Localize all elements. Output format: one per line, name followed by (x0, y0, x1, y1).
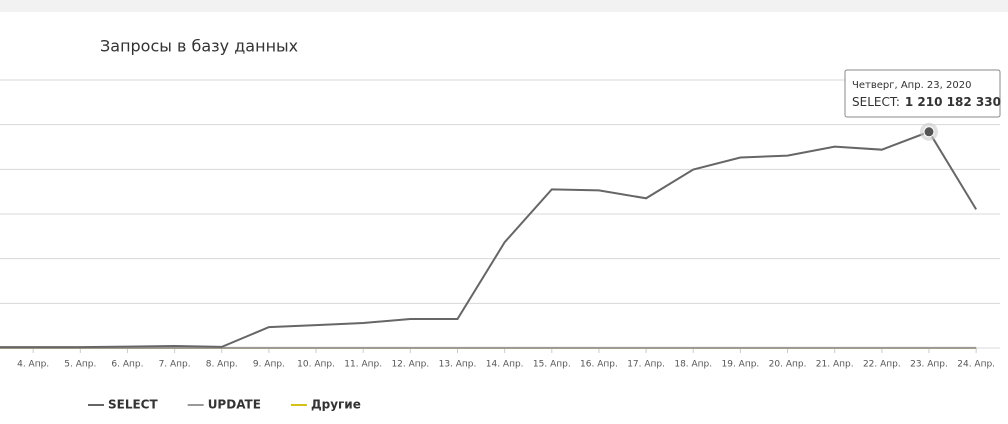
x-tick-label: 7. Апр. (159, 360, 191, 370)
x-tick-label: 22. Апр. (863, 360, 901, 370)
legend-label: Другие (311, 398, 361, 412)
hover-point (923, 126, 935, 138)
x-tick-label: 13. Апр. (439, 360, 477, 370)
legend-label: UPDATE (208, 398, 261, 412)
x-tick-label: 5. Апр. (64, 360, 96, 370)
x-tick-label: 15. Апр. (533, 360, 571, 370)
x-tick-label: 4. Апр. (17, 360, 49, 370)
tooltip-number: 1 210 182 330 (905, 95, 1001, 109)
x-tick-label: 11. Апр. (344, 360, 382, 370)
x-tick-label: 17. Апр. (627, 360, 665, 370)
x-tick-label: 19. Апр. (722, 360, 760, 370)
x-tick-label: 6. Апр. (111, 360, 143, 370)
x-tick-label: 16. Апр. (580, 360, 618, 370)
tooltip: Четверг, Апр. 23, 2020 SELECT: 1 210 182 3… (844, 69, 1001, 118)
chart-title: Запросы в базу данных (100, 37, 298, 56)
x-tick-label: 14. Апр. (486, 360, 524, 370)
x-tick-label: 12. Апр. (391, 360, 429, 370)
legend-label: SELECT (108, 398, 158, 412)
top-band (0, 0, 1008, 12)
x-tick-label: 18. Апр. (674, 360, 712, 370)
x-tick-label: 24. Апр. (957, 360, 995, 370)
x-tick-label: 9. Апр. (253, 360, 285, 370)
tooltip-date: Четверг, Апр. 23, 2020 (852, 80, 971, 91)
x-tick-label: 10. Апр. (297, 360, 335, 370)
tooltip-series: SELECT: (852, 95, 900, 109)
x-tick-label: 21. Апр. (816, 360, 854, 370)
x-tick-label: 23. Апр. (910, 360, 948, 370)
tooltip-box (844, 69, 1001, 118)
x-tick-label: 8. Апр. (206, 360, 238, 370)
series-line (0, 130, 978, 349)
tooltip-value: SELECT: 1 210 182 330 (852, 95, 1001, 109)
x-tick-label: 20. Апр. (769, 360, 807, 370)
